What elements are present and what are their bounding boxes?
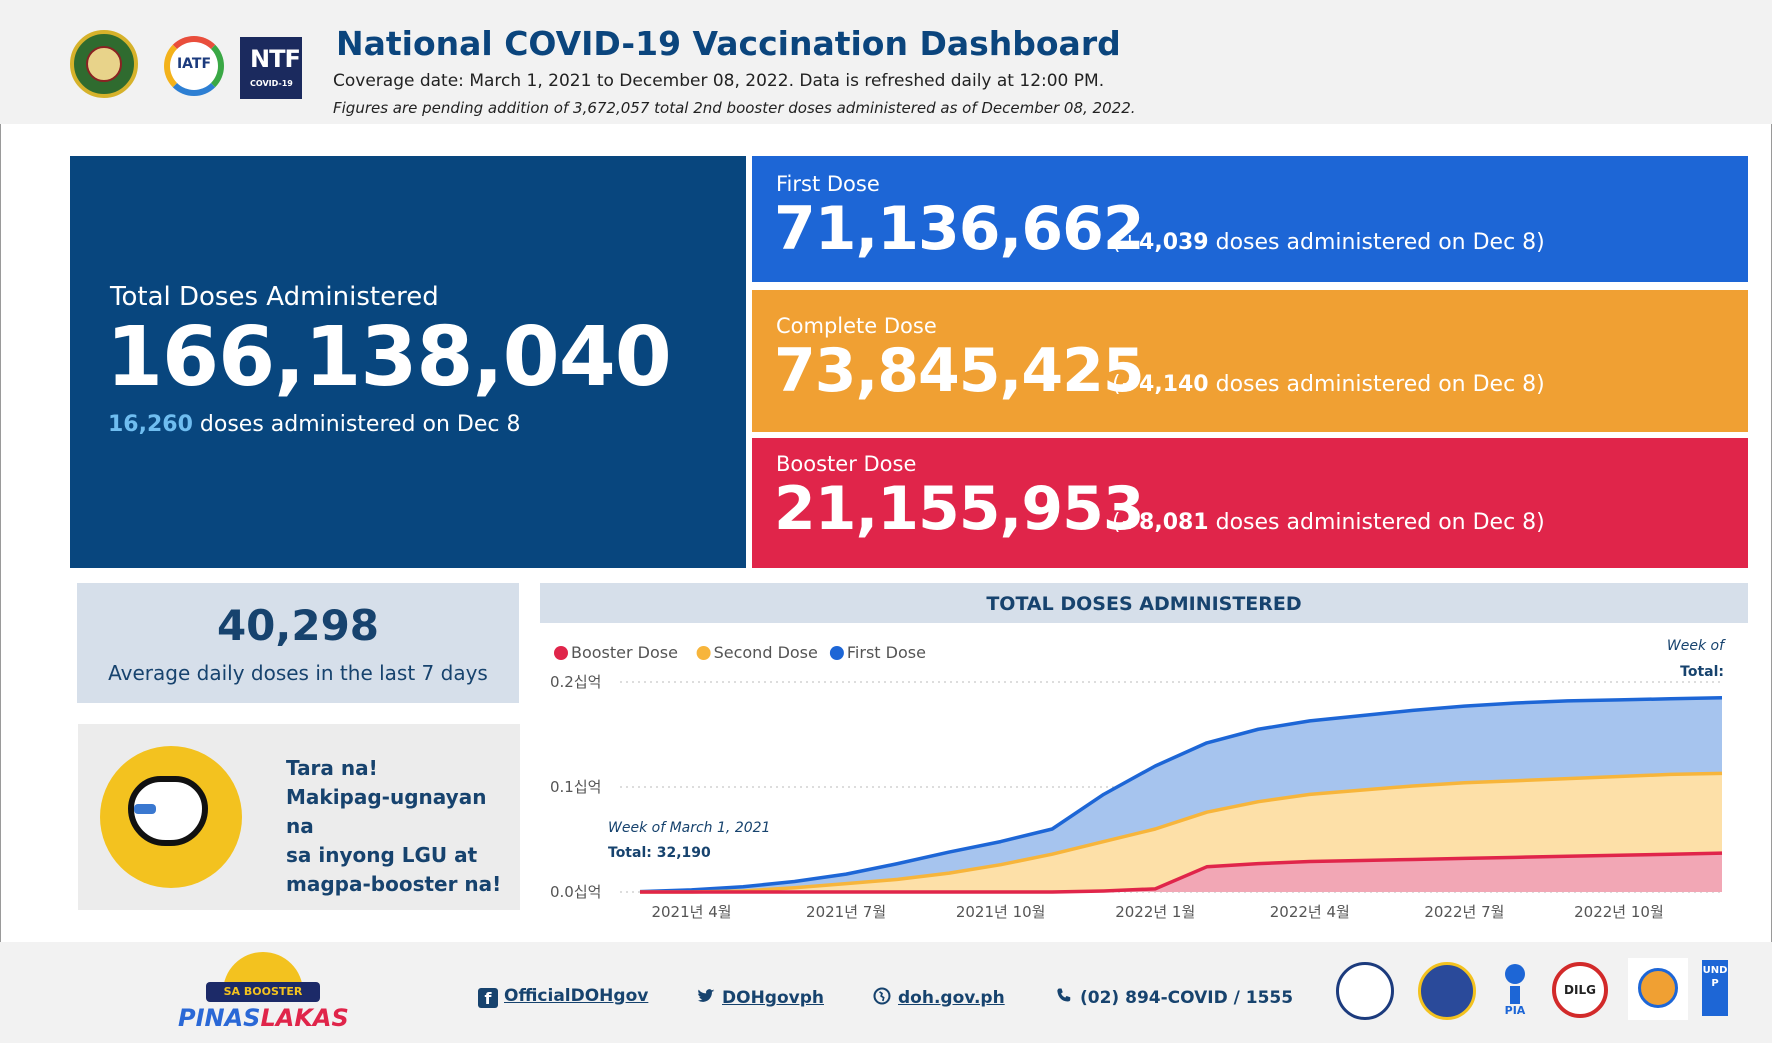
booster-dose-daily-note: (+8,081 doses administered on Dec 8) — [1112, 510, 1545, 535]
x-tick-label: 2022년 10월 — [1574, 903, 1664, 921]
annotation-end-total: Total: — [1680, 664, 1724, 680]
phone-icon — [1057, 988, 1071, 1002]
first-dose-daily-value: 4,039 — [1139, 230, 1209, 255]
average-daily-label: Average daily doses in the last 7 days — [108, 661, 488, 685]
y-tick-label: 0.1십억 — [550, 778, 601, 796]
undp-logo: UNDP — [1702, 960, 1728, 1016]
legend-label: Second Dose — [714, 643, 818, 662]
sa-booster-pinaslakas-logo: SA BOOSTER PINASLAKAS — [178, 952, 349, 1032]
x-tick-label: 2021년 10월 — [956, 903, 1046, 921]
line-second-dose — [640, 771, 1723, 894]
promo-line-3: sa inyong LGU at — [286, 843, 478, 867]
office-seal-logo — [1418, 962, 1476, 1020]
chart-header: TOTAL DOSES ADMINISTERED — [540, 583, 1748, 623]
first-dose-label: First Dose — [776, 172, 880, 196]
total-doses-label: Total Doses Administered — [110, 282, 439, 312]
ntf-logo-text: NTF — [250, 45, 301, 73]
promo-text: Tara na! Makipag-ugnayan na sa inyong LG… — [286, 754, 520, 899]
dilg-logo: DILG — [1552, 962, 1608, 1018]
complete-dose-daily-value: 4,140 — [1139, 372, 1209, 397]
legend-dot — [829, 646, 844, 660]
booster-dose-value: 21,155,953 — [774, 474, 1145, 544]
average-daily-card: 40,298 Average daily doses in the last 7… — [77, 583, 519, 703]
area-booster-dose — [640, 853, 1722, 892]
first-dose-value: 71,136,662 — [774, 194, 1145, 264]
legend-dot — [554, 646, 568, 660]
x-tick-label: 2021년 7월 — [806, 903, 886, 921]
twitter-link[interactable]: DOHgovph — [696, 986, 824, 1008]
booster-dose-daily-value: 8,081 — [1139, 510, 1209, 535]
iatf-logo: IATF — [164, 36, 224, 96]
twitter-icon — [697, 989, 715, 1002]
x-tick-label: 2022년 7월 — [1424, 903, 1504, 921]
annotation-start-week: Week of March 1, 2021 — [608, 820, 770, 836]
total-doses-card: Total Doses Administered 166,138,040 16,… — [70, 156, 746, 568]
legend-label: First Dose — [847, 643, 926, 662]
legend-label: Booster Dose — [571, 643, 678, 662]
complete-dose-card: Complete Dose 73,845,425 (+4,140 doses a… — [752, 290, 1748, 432]
pinas-logo-band: SA BOOSTER — [206, 982, 320, 1002]
total-doses-value: 166,138,040 — [106, 310, 672, 405]
complete-dose-daily-note: (+4,140 doses administered on Dec 8) — [1112, 372, 1545, 397]
iatf-logo-text: IATF — [176, 56, 212, 72]
booster-dose-label: Booster Dose — [776, 452, 917, 476]
x-tick-label: 2022년 1월 — [1115, 903, 1195, 921]
total-daily-text: doses administered on Dec 8 — [199, 412, 521, 437]
hotline-phone: (02) 894-COVID / 1555 — [1054, 986, 1293, 1008]
promo-line-4: magpa-booster na! — [286, 872, 502, 896]
footer: SA BOOSTER PINASLAKAS f OfficialDOHgov DO… — [0, 942, 1772, 1043]
promo-line-2: Makipag-ugnayan na — [286, 785, 487, 838]
header: IATF NTF COVID-19 National COVID-19 Vacc… — [0, 0, 1772, 124]
pending-note-text: Figures are pending addition of 3,672,05… — [333, 99, 1136, 117]
facebook-icon: f — [478, 988, 498, 1008]
y-tick-label: 0.2십억 — [550, 673, 601, 691]
y-tick-label: 0.0십억 — [550, 883, 601, 901]
total-daily-note: 16,260 doses administered on Dec 8 — [108, 412, 520, 437]
pcoo-seal-logo — [1336, 962, 1394, 1020]
booster-promo-card: Tara na! Makipag-ugnayan na sa inyong LG… — [78, 724, 520, 910]
pia-logo-text: PIA — [1504, 1004, 1526, 1017]
complete-dose-value: 73,845,425 — [774, 336, 1145, 406]
website-link[interactable]: doh.gov.ph — [872, 986, 1005, 1008]
average-daily-value: 40,298 — [216, 601, 380, 650]
ntf-logo: NTF COVID-19 — [240, 37, 302, 99]
booster-dose-card: Booster Dose 21,155,953 (+8,081 doses ad… — [752, 438, 1748, 568]
first-dose-card: First Dose 71,136,662 (+4,039 doses admi… — [752, 156, 1748, 282]
promo-line-1: Tara na! — [286, 756, 378, 780]
flexed-arm-icon — [100, 746, 242, 888]
pia-logo: PIA — [1500, 964, 1530, 1020]
x-tick-label: 2021년 4월 — [651, 903, 731, 921]
first-dose-daily-note: (+4,039 doses administered on Dec 8) — [1112, 230, 1545, 255]
total-doses-area-chart[interactable]: 0.0십억 0.1십억 0.2십억 2021년 4월 2021년 7월 2021년 10월… — [540, 630, 1748, 930]
pinas-logo-wordmark: PINASLAKAS — [178, 1004, 349, 1032]
coverage-date-text: Coverage date: March 1, 2021 to December… — [333, 71, 1105, 91]
line-booster-dose — [640, 851, 1723, 894]
line-first-dose — [639, 696, 1723, 894]
legend-dot — [696, 646, 711, 660]
annotation-start-total: Total: 32,190 — [608, 845, 711, 861]
chart-title: TOTAL DOSES ADMINISTERED — [986, 593, 1302, 615]
total-daily-value: 16,260 — [108, 412, 193, 437]
x-tick-label: 2022년 4월 — [1270, 903, 1350, 921]
facebook-link[interactable]: f OfficialDOHgov — [478, 986, 648, 1008]
doh-seal-logo — [70, 30, 138, 98]
annotation-end-week: Week of — [1667, 638, 1726, 654]
complete-dose-label: Complete Dose — [776, 314, 937, 338]
ntf-logo-subtext: COVID-19 — [250, 79, 293, 88]
page-title: National COVID-19 Vaccination Dashboard — [336, 24, 1121, 63]
globe-icon — [873, 987, 891, 1005]
agency-emblem-logo — [1628, 958, 1688, 1020]
